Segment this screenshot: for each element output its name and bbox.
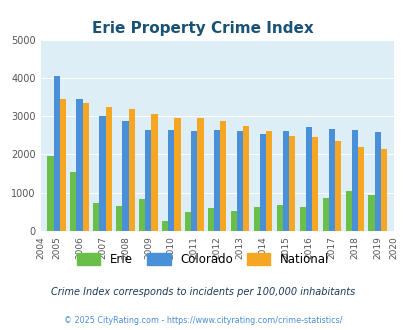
Bar	[243, 126, 249, 231]
Bar	[282, 131, 288, 231]
Bar	[322, 198, 328, 231]
Bar	[76, 99, 83, 231]
Bar	[368, 195, 374, 231]
Bar	[60, 99, 66, 231]
Bar	[276, 205, 282, 231]
Bar	[230, 211, 237, 231]
Bar	[305, 127, 311, 231]
Text: Crime Index corresponds to incidents per 100,000 inhabitants: Crime Index corresponds to incidents per…	[51, 287, 354, 297]
Bar	[213, 130, 220, 231]
Bar	[237, 131, 243, 231]
Bar	[253, 207, 259, 231]
Bar	[299, 207, 305, 231]
Text: © 2025 CityRating.com - https://www.cityrating.com/crime-statistics/: © 2025 CityRating.com - https://www.city…	[64, 315, 341, 325]
Bar	[122, 121, 128, 231]
Bar	[105, 107, 111, 231]
Bar	[374, 132, 380, 231]
Bar	[162, 221, 168, 231]
Bar	[174, 118, 180, 231]
Bar	[345, 191, 351, 231]
Bar	[99, 116, 105, 231]
Bar	[185, 212, 191, 231]
Bar	[145, 130, 151, 231]
Bar	[380, 149, 386, 231]
Bar	[351, 130, 357, 231]
Bar	[53, 76, 60, 231]
Bar	[128, 109, 134, 231]
Bar	[207, 209, 213, 231]
Bar	[168, 130, 174, 231]
Bar	[328, 129, 334, 231]
Text: Erie Property Crime Index: Erie Property Crime Index	[92, 21, 313, 36]
Bar	[357, 147, 363, 231]
Bar	[197, 118, 203, 231]
Bar	[47, 156, 53, 231]
Bar	[70, 172, 76, 231]
Bar	[151, 114, 157, 231]
Bar	[311, 137, 318, 231]
Bar	[93, 203, 99, 231]
Bar	[259, 134, 266, 231]
Bar	[83, 103, 89, 231]
Bar	[139, 199, 145, 231]
Bar	[116, 206, 122, 231]
Bar	[288, 136, 294, 231]
Legend: Erie, Colorado, National: Erie, Colorado, National	[72, 248, 333, 271]
Bar	[220, 121, 226, 231]
Bar	[334, 141, 340, 231]
Bar	[191, 131, 197, 231]
Bar	[266, 131, 272, 231]
